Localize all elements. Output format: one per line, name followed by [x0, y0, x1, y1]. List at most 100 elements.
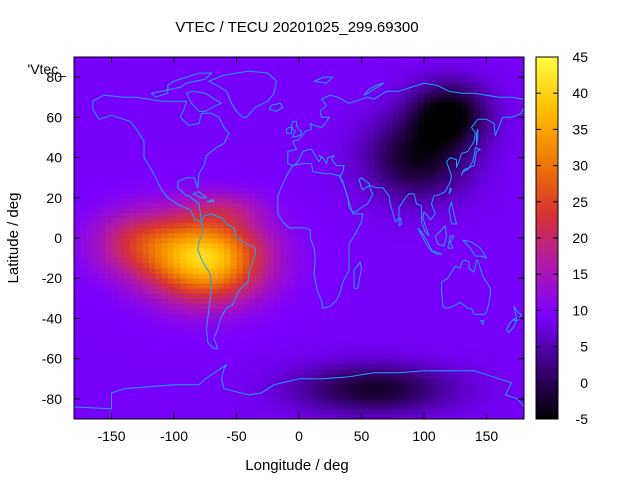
heatmap-cell: [167, 338, 175, 344]
heatmap-cell: [411, 333, 419, 339]
heatmap-cell: [380, 132, 387, 138]
heatmap-cell: [217, 177, 225, 184]
heatmap-cell: [261, 408, 269, 415]
heatmap-cell: [417, 373, 425, 380]
heatmap-cell: [242, 373, 250, 380]
heatmap-cell: [324, 243, 331, 249]
heatmap-cell: [274, 117, 281, 123]
heatmap-cell: [386, 348, 394, 355]
heatmap-cell: [361, 283, 369, 289]
heatmap-cell: [80, 293, 87, 299]
heatmap-cell: [411, 152, 419, 158]
heatmap-cell: [317, 77, 325, 83]
heatmap-cell: [205, 127, 212, 133]
heatmap-cell: [280, 368, 287, 375]
heatmap-cell: [305, 92, 312, 98]
heatmap-cell: [174, 283, 181, 289]
heatmap-cell: [136, 328, 144, 334]
heatmap-cell: [430, 258, 437, 264]
heatmap-cell: [274, 157, 281, 163]
heatmap-cell: [205, 157, 212, 163]
heatmap-cell: [224, 62, 231, 68]
heatmap-cell: [167, 278, 175, 284]
heatmap-cell: [361, 383, 369, 390]
heatmap-cell: [105, 353, 112, 360]
heatmap-cell: [224, 162, 231, 169]
heatmap-cell: [355, 408, 362, 415]
heatmap-cell: [174, 368, 181, 375]
heatmap-cell: [111, 303, 119, 309]
heatmap-cell: [174, 172, 181, 179]
heatmap-cell: [255, 273, 262, 279]
heatmap-cell: [317, 62, 325, 68]
heatmap-cell: [136, 288, 144, 294]
heatmap-cell: [392, 182, 400, 189]
heatmap-cell: [199, 263, 206, 269]
heatmap-cell: [192, 278, 200, 284]
heatmap-cell: [117, 323, 125, 329]
heatmap-cell: [86, 92, 94, 98]
heatmap-cell: [286, 177, 294, 184]
heatmap-cell: [149, 403, 156, 410]
heatmap-cell: [199, 147, 206, 153]
heatmap-cell: [405, 217, 412, 224]
heatmap-cell: [99, 142, 106, 148]
heatmap-cell: [136, 318, 144, 324]
heatmap-cell: [361, 358, 369, 365]
heatmap-cell: [136, 303, 144, 309]
heatmap-cell: [324, 398, 331, 405]
heatmap-cell: [86, 263, 94, 269]
heatmap-cell: [174, 197, 181, 204]
heatmap-cell: [80, 243, 87, 249]
heatmap-cell: [424, 122, 431, 128]
heatmap-cell: [467, 197, 475, 204]
heatmap-cell: [399, 222, 406, 229]
heatmap-cell: [217, 338, 225, 344]
heatmap-cell: [499, 368, 506, 375]
heatmap-cell: [461, 207, 469, 214]
heatmap-cell: [105, 363, 112, 370]
heatmap-cell: [255, 72, 262, 78]
heatmap-cell: [192, 373, 200, 380]
heatmap-cell: [86, 82, 94, 88]
heatmap-cell: [455, 248, 462, 254]
heatmap-cell: [299, 298, 306, 304]
heatmap-cell: [474, 77, 481, 83]
heatmap-cell: [105, 243, 112, 249]
heatmap-cell: [217, 258, 225, 264]
heatmap-cell: [267, 403, 275, 410]
heatmap-cell: [442, 122, 450, 128]
heatmap-cell: [167, 167, 175, 174]
heatmap-cell: [380, 117, 387, 123]
heatmap-cell: [292, 222, 300, 229]
heatmap-cell: [192, 132, 200, 138]
heatmap-cell: [155, 222, 162, 229]
heatmap-cell: [236, 288, 244, 294]
heatmap-cell: [86, 293, 94, 299]
heatmap-cell: [74, 92, 81, 98]
heatmap-cell: [280, 308, 287, 314]
heatmap-cell: [80, 82, 87, 88]
heatmap-cell: [92, 313, 100, 319]
heatmap-cell: [217, 268, 225, 274]
heatmap-cell: [280, 303, 287, 309]
heatmap-cell: [180, 217, 187, 224]
heatmap-cell: [417, 227, 425, 234]
heatmap-cell: [424, 358, 431, 365]
heatmap-cell: [211, 142, 219, 148]
heatmap-cell: [424, 102, 431, 108]
heatmap-cell: [286, 147, 294, 153]
heatmap-cell: [74, 263, 81, 269]
heatmap-cell: [367, 192, 375, 199]
heatmap-cell: [436, 273, 444, 279]
heatmap-cell: [99, 132, 106, 138]
heatmap-cell: [199, 368, 206, 375]
heatmap-cell: [380, 222, 387, 229]
heatmap-cell: [392, 258, 400, 264]
heatmap-cell: [324, 82, 331, 88]
heatmap-cell: [505, 273, 512, 279]
heatmap-cell: [505, 353, 512, 360]
heatmap-cell: [417, 92, 425, 98]
heatmap-cell: [217, 187, 225, 194]
heatmap-cell: [299, 147, 306, 153]
